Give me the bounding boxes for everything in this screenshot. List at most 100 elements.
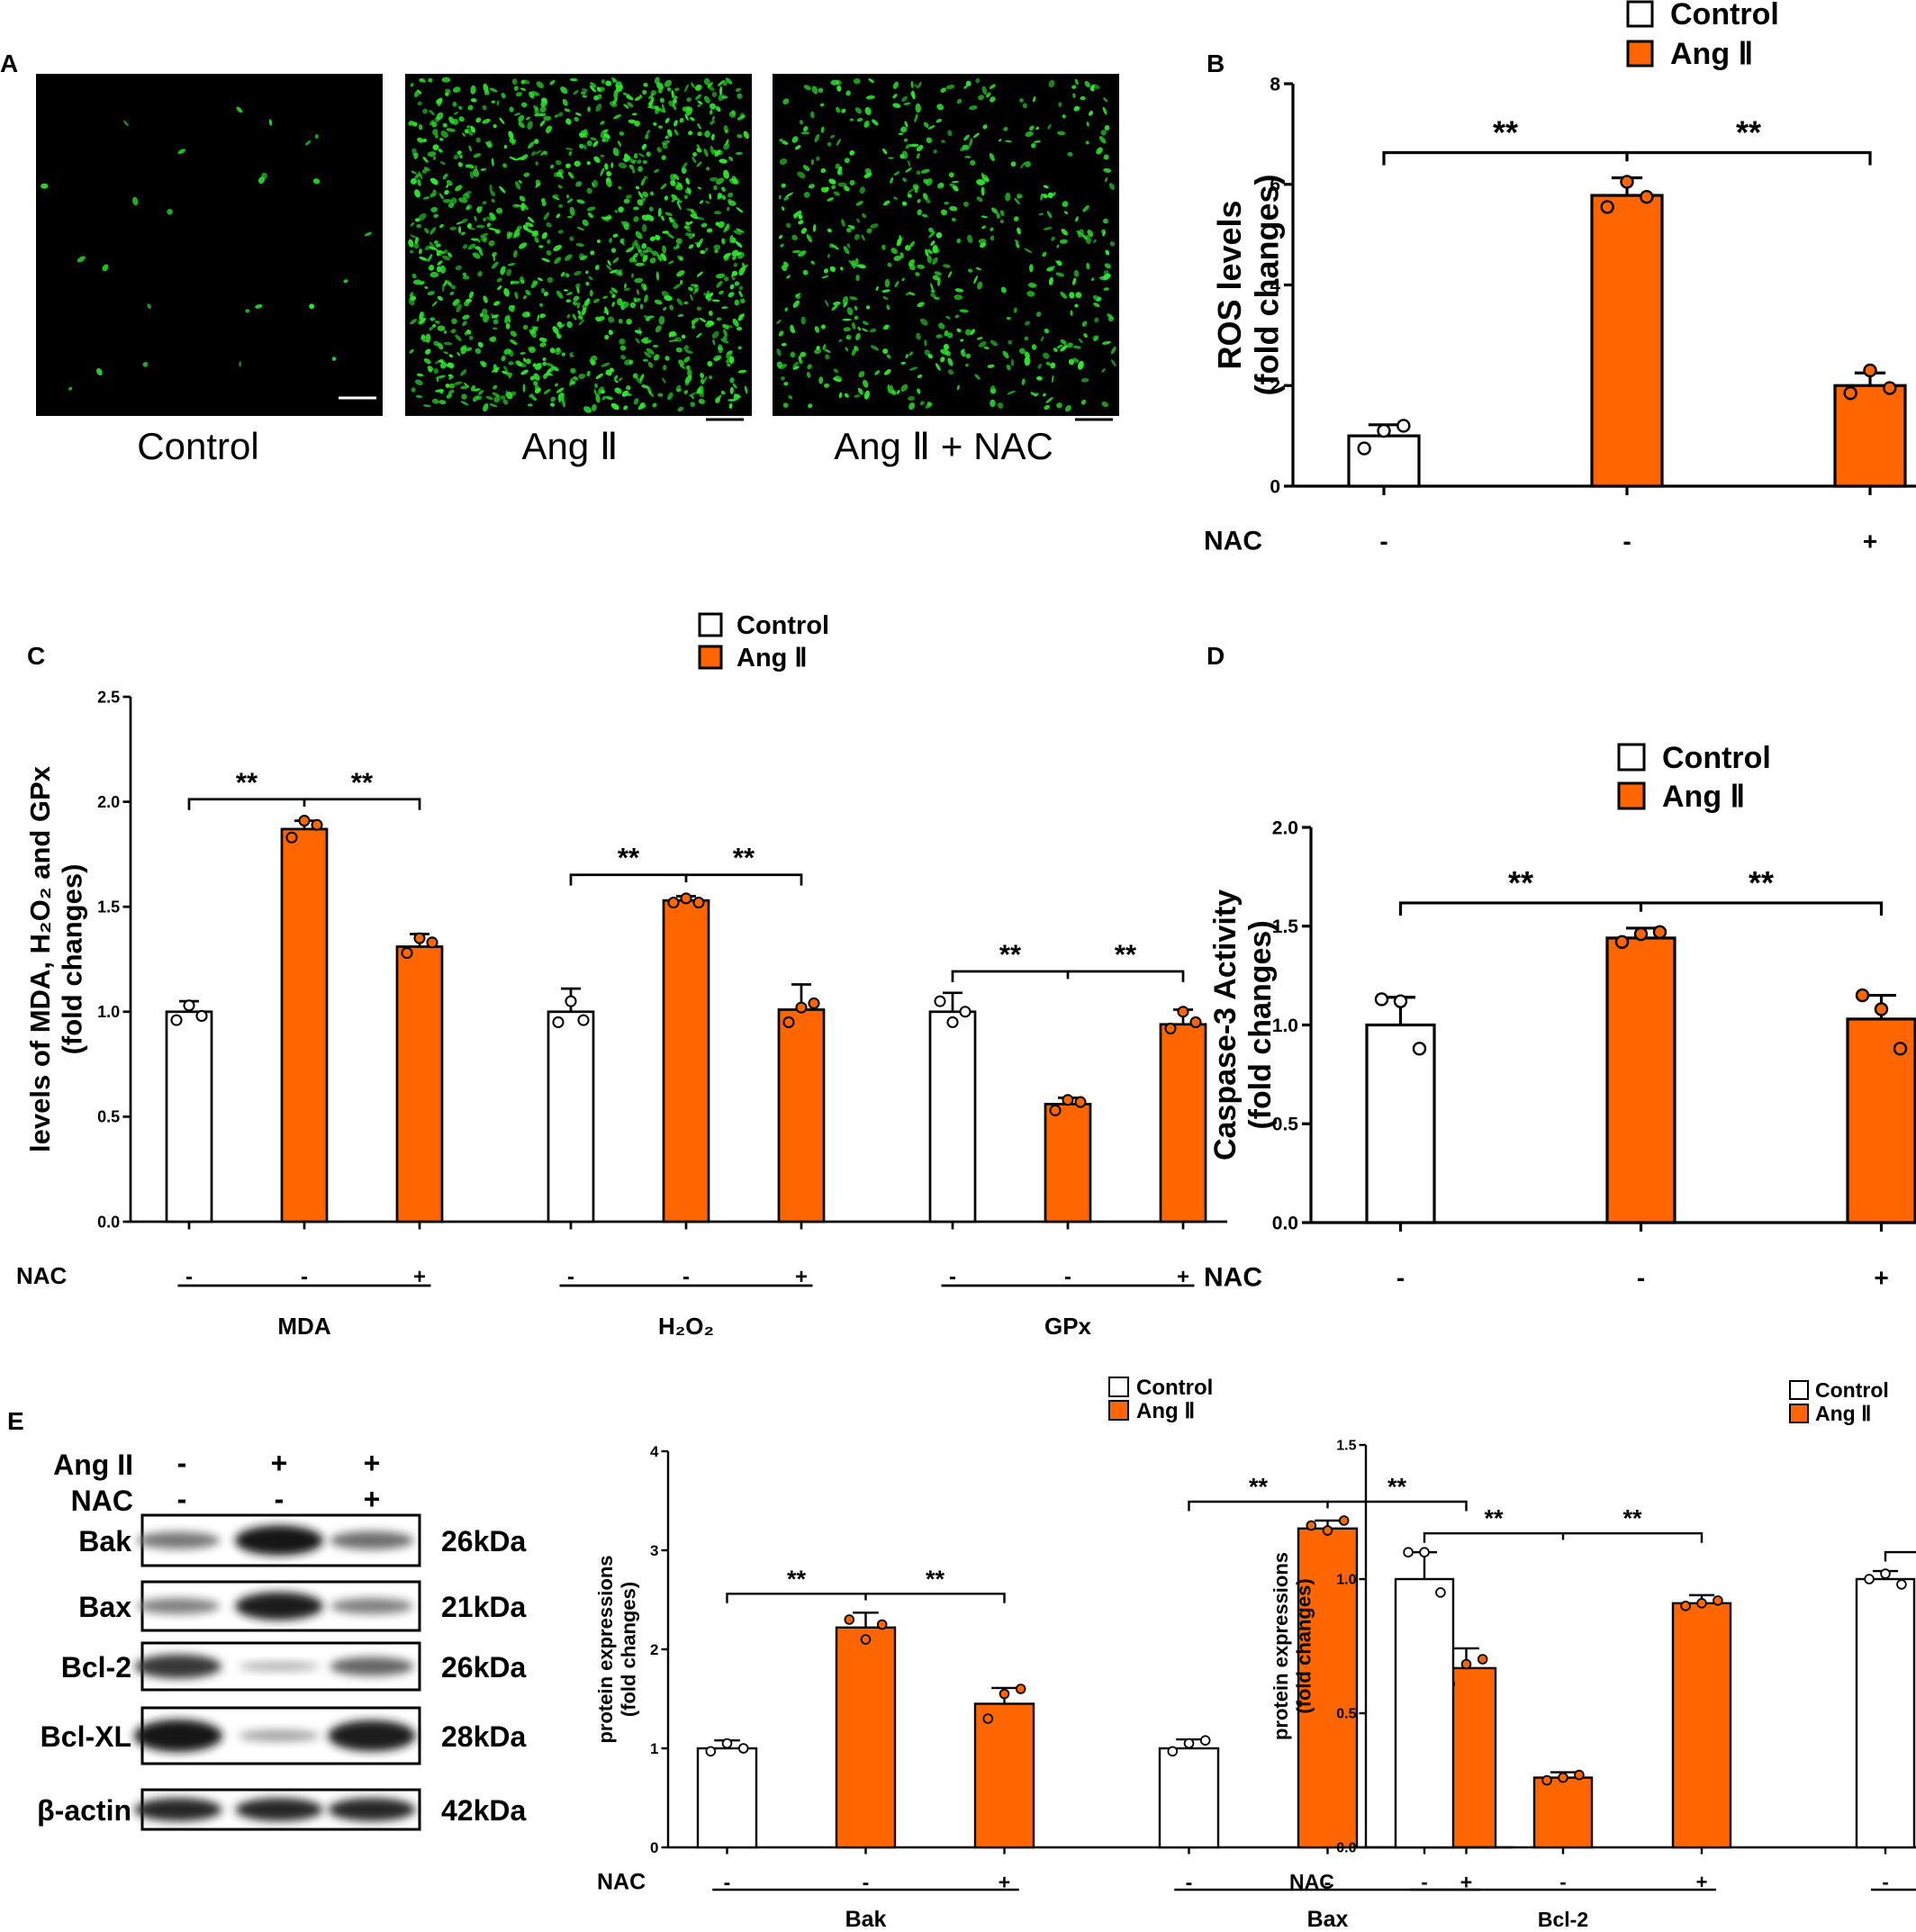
bar-bax-1 bbox=[1297, 1527, 1359, 1849]
fluorescent-cell bbox=[566, 215, 573, 219]
fluorescent-cell bbox=[600, 389, 605, 394]
fluorescent-cell bbox=[733, 393, 741, 399]
fluorescent-cell bbox=[737, 252, 745, 259]
fluorescent-cell bbox=[520, 154, 529, 161]
fluorescent-cell bbox=[528, 141, 535, 149]
group-label-h-o: H₂O₂ bbox=[658, 1313, 714, 1340]
fluorescent-cell bbox=[1058, 102, 1062, 108]
fluorescent-cell bbox=[844, 158, 850, 164]
fluorescent-cell bbox=[486, 216, 495, 221]
fluorescent-cell bbox=[782, 140, 789, 145]
fluorescent-cell bbox=[1036, 375, 1043, 381]
fluorescent-cell bbox=[465, 128, 474, 136]
fluorescent-cell bbox=[557, 185, 563, 189]
fluorescent-cell bbox=[843, 302, 848, 308]
fluorescent-cell bbox=[1043, 352, 1050, 359]
fluorescent-cell bbox=[455, 265, 463, 271]
fluorescent-cell bbox=[532, 230, 538, 236]
fluorescent-cell bbox=[593, 389, 597, 396]
fluorescent-cell bbox=[722, 80, 728, 86]
fluorescent-cell bbox=[643, 337, 649, 341]
fluorescent-cell bbox=[1073, 105, 1080, 112]
legend-label-control: Control bbox=[1662, 741, 1771, 775]
fluorescent-cell bbox=[639, 303, 644, 310]
fluorescent-cell bbox=[439, 265, 446, 274]
fluorescent-cell bbox=[447, 363, 453, 369]
fluorescent-cell bbox=[475, 117, 482, 123]
fluorescent-cell bbox=[709, 193, 712, 200]
fluorescent-cell bbox=[474, 348, 482, 355]
fluorescent-cell bbox=[509, 106, 514, 113]
fluorescent-cell bbox=[901, 95, 908, 103]
wb-header-sign: + bbox=[271, 1447, 288, 1479]
fluorescent-cell bbox=[1040, 336, 1044, 342]
fluorescent-cell bbox=[1045, 396, 1053, 403]
fluorescent-cell bbox=[782, 402, 789, 408]
fluorescent-cell bbox=[458, 226, 462, 234]
fluorescent-cell bbox=[546, 222, 552, 228]
fluorescent-cell bbox=[691, 324, 696, 330]
fluorescent-cell bbox=[488, 227, 498, 231]
fluorescent-cell bbox=[720, 391, 726, 395]
fluorescent-cell bbox=[1102, 273, 1111, 280]
fluorescent-cell bbox=[484, 90, 490, 95]
fluorescent-cell bbox=[581, 130, 586, 137]
fluorescent-cell bbox=[1005, 192, 1011, 202]
y-tick-label: 1.5 bbox=[1272, 916, 1299, 937]
legend-label-ang: Ang Ⅱ bbox=[1670, 37, 1753, 71]
fluorescent-cell bbox=[686, 186, 691, 195]
fluorescent-cell bbox=[836, 79, 842, 86]
fluorescent-cell bbox=[721, 95, 728, 99]
significance-bracket bbox=[187, 798, 306, 810]
fluorescent-cell bbox=[818, 87, 824, 94]
fluorescent-cell bbox=[435, 243, 441, 248]
fluorescent-cell bbox=[569, 354, 574, 357]
fluorescent-cell bbox=[574, 160, 581, 167]
fluorescent-cell bbox=[666, 232, 674, 239]
fluorescent-cell bbox=[823, 383, 830, 388]
fluorescent-cell bbox=[493, 301, 501, 306]
significance-bracket bbox=[1398, 901, 1643, 916]
fluorescent-cell bbox=[1059, 239, 1068, 244]
fluorescent-cell bbox=[714, 357, 720, 362]
fluorescent-cell bbox=[632, 113, 637, 116]
fluorescent-cell bbox=[740, 298, 746, 304]
legend-label-control: Control bbox=[1815, 1378, 1889, 1402]
data-point bbox=[795, 1001, 808, 1014]
bar-h-o-2 bbox=[777, 1008, 826, 1223]
fluorescent-cell bbox=[700, 373, 704, 379]
fluorescent-cell bbox=[482, 201, 487, 205]
fluorescent-cell bbox=[549, 348, 556, 354]
fluorescent-cell bbox=[572, 301, 578, 306]
fluorescent-cell bbox=[1103, 167, 1112, 173]
fluorescent-cell bbox=[309, 303, 315, 310]
fluorescent-cell bbox=[945, 85, 955, 90]
data-point bbox=[959, 1006, 972, 1018]
micrograph-control-dots bbox=[41, 106, 373, 391]
fluorescent-cell bbox=[679, 364, 686, 369]
fluorescent-cell bbox=[622, 392, 632, 396]
fluorescent-cell bbox=[855, 275, 860, 282]
fluorescent-cell bbox=[792, 366, 800, 370]
fluorescent-cell bbox=[541, 200, 547, 207]
fluorescent-cell bbox=[575, 243, 584, 247]
fluorescent-cell bbox=[668, 331, 677, 338]
fluorescent-cell bbox=[529, 393, 534, 398]
legend-label-control: Control bbox=[1670, 0, 1779, 32]
fluorescent-cell bbox=[733, 262, 738, 267]
bar-d-0 bbox=[1365, 1023, 1436, 1224]
fluorescent-cell bbox=[518, 114, 525, 122]
fluorescent-cell bbox=[458, 105, 463, 110]
data-point bbox=[1874, 1002, 1889, 1016]
fluorescent-cell bbox=[539, 120, 546, 127]
fluorescent-cell bbox=[782, 98, 790, 105]
wb-size-label: 28kDa bbox=[441, 1720, 527, 1753]
wb-protein-label: Bax bbox=[78, 1591, 131, 1623]
significance-marker: ** bbox=[1115, 939, 1137, 971]
fluorescent-cell bbox=[776, 348, 782, 357]
fluorescent-cell bbox=[506, 268, 512, 276]
fluorescent-cell bbox=[619, 131, 625, 136]
fluorescent-cell bbox=[666, 129, 673, 137]
fluorescent-cell bbox=[586, 160, 591, 166]
y-axis-label: protein expressions bbox=[1270, 1552, 1292, 1740]
